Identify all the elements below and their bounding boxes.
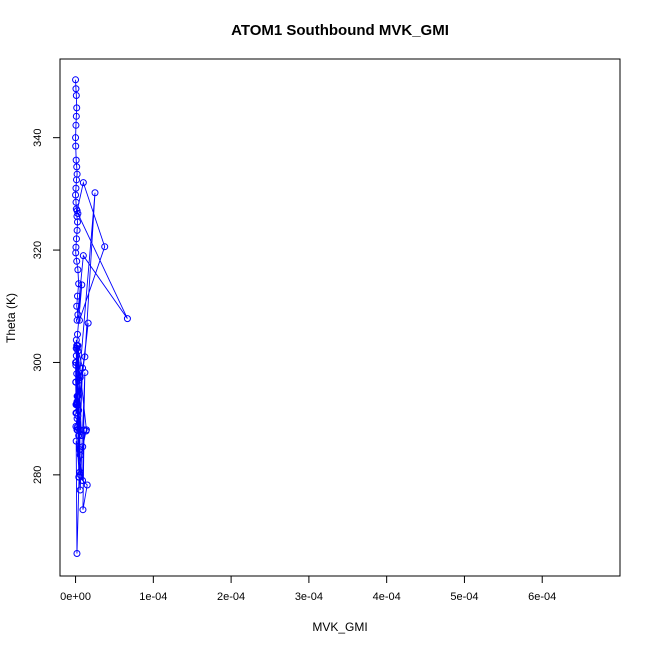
data-point xyxy=(84,319,92,327)
data-point xyxy=(72,142,80,150)
y-tick-label: 280 xyxy=(32,466,44,484)
data-point xyxy=(72,191,80,199)
data-point xyxy=(72,134,80,142)
data-point xyxy=(72,198,80,206)
data-point xyxy=(75,280,83,288)
data-point xyxy=(73,302,81,310)
data-point xyxy=(101,243,109,251)
data-point xyxy=(73,342,81,350)
data-point xyxy=(72,358,80,366)
data-point xyxy=(72,409,80,417)
data-point xyxy=(79,179,87,187)
data-point xyxy=(72,92,80,100)
data-point xyxy=(73,104,81,112)
data-point xyxy=(72,423,80,431)
data-point xyxy=(123,315,131,323)
data-point xyxy=(76,468,84,476)
data-point xyxy=(72,361,80,369)
data-point xyxy=(74,210,82,218)
x-tick-label: 5e-04 xyxy=(450,591,478,603)
data-point xyxy=(75,446,83,454)
data-point xyxy=(81,353,89,361)
data-point xyxy=(74,292,81,300)
data-point xyxy=(73,257,81,265)
x-tick-label: 1e-04 xyxy=(139,591,167,603)
data-point xyxy=(79,364,87,372)
data-point xyxy=(78,432,86,440)
data-point xyxy=(73,316,81,324)
data-point xyxy=(73,226,81,234)
y-tick-label: 320 xyxy=(32,241,44,259)
x-tick-label: 0e+00 xyxy=(60,591,91,603)
data-point xyxy=(72,437,80,445)
y-axis: 280 300 320 340 xyxy=(32,128,61,484)
data-point xyxy=(82,426,90,434)
data-point xyxy=(73,163,81,171)
data-point xyxy=(74,266,82,274)
data-point xyxy=(79,252,87,260)
data-point xyxy=(83,481,91,489)
data-point xyxy=(72,176,80,184)
data-point xyxy=(73,550,81,558)
series-line xyxy=(75,79,128,554)
data-point xyxy=(72,249,80,257)
x-tick-label: 3e-04 xyxy=(295,591,323,603)
plot-frame xyxy=(59,58,621,577)
y-axis-label: Theta (K) xyxy=(4,293,18,343)
data-point xyxy=(72,400,80,408)
data-point xyxy=(73,370,81,378)
data-point xyxy=(78,281,86,289)
data-point xyxy=(72,184,80,192)
data-point xyxy=(79,506,87,514)
data-point xyxy=(76,374,84,382)
y-tick-label: 340 xyxy=(32,128,44,146)
data-point xyxy=(91,189,99,197)
chart-title: ATOM1 Southbound MVK_GMI xyxy=(231,22,449,39)
data-point xyxy=(75,316,83,324)
x-tick-label: 4e-04 xyxy=(373,591,401,603)
data-point xyxy=(72,352,80,360)
x-tick-label: 6e-04 xyxy=(528,591,556,603)
data-point xyxy=(72,85,80,93)
data-point xyxy=(74,218,81,226)
data-point xyxy=(74,426,82,434)
x-tick-label: 2e-04 xyxy=(217,591,245,603)
series-group xyxy=(72,76,131,558)
data-point xyxy=(72,235,80,243)
data-point xyxy=(73,207,81,215)
x-axis-label: MVK_GMI xyxy=(312,620,367,634)
data-point xyxy=(72,76,80,84)
x-axis: 0e+00 1e-04 2e-04 3e-04 4e-04 5e-04 6e-04 xyxy=(60,575,556,603)
y-tick-label: 300 xyxy=(32,353,44,371)
data-point xyxy=(75,473,83,481)
data-point xyxy=(72,112,80,120)
data-point xyxy=(73,344,81,352)
data-point xyxy=(72,121,80,129)
data-point xyxy=(76,486,84,494)
data-point xyxy=(72,156,80,164)
data-point xyxy=(72,378,80,386)
